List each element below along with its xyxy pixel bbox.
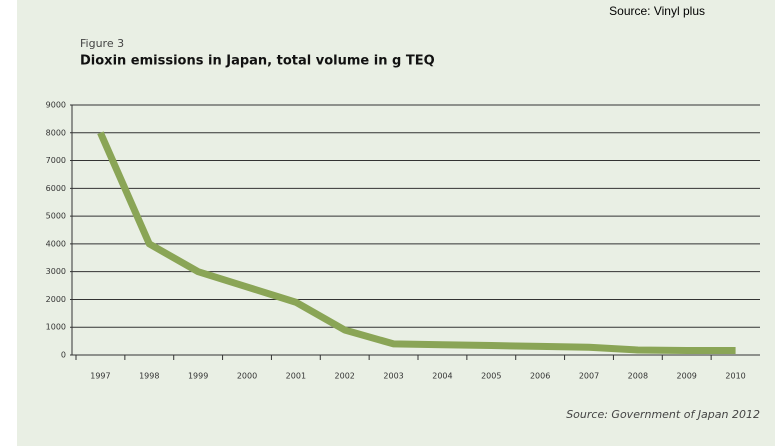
x-tick-label: 2006 [530, 372, 550, 381]
data-line [97, 131, 736, 355]
y-tick-label: 6000 [46, 184, 66, 193]
x-tick-label: 1998 [139, 372, 159, 381]
x-tick-label: 2001 [286, 372, 306, 381]
x-tick-label: 1997 [90, 372, 110, 381]
x-tick-label: 2010 [725, 372, 745, 381]
y-tick-label: 7000 [46, 156, 66, 165]
source: Source: Government of Japan 2012 [566, 408, 760, 421]
x-tick-label: 2004 [432, 372, 452, 381]
x-tick-label: 2009 [677, 372, 697, 381]
chart-title: Dioxin emissions in Japan, total volume … [80, 54, 435, 69]
source-note: Source: Vinyl plus [609, 4, 705, 18]
y-tick-label: 5000 [46, 212, 66, 221]
y-tick-label: 1000 [46, 323, 66, 332]
x-tick-label: 2000 [237, 372, 257, 381]
y-tick-label: 9000 [46, 101, 66, 110]
y-tick-label: 2000 [46, 295, 66, 304]
x-tick-label: 2003 [383, 372, 403, 381]
x-tick-label: 2002 [335, 372, 355, 381]
figure-label: Figure 3 [80, 37, 124, 50]
y-tick-label: 0 [61, 351, 66, 360]
x-tick-label: 2005 [481, 372, 501, 381]
y-tick-label: 8000 [46, 128, 66, 137]
x-tick-label: 2008 [628, 372, 648, 381]
x-tick-label: 2007 [579, 372, 599, 381]
y-tick-label: 3000 [46, 267, 66, 276]
y-tick-label: 4000 [46, 239, 66, 248]
x-tick-label: 1999 [188, 372, 208, 381]
